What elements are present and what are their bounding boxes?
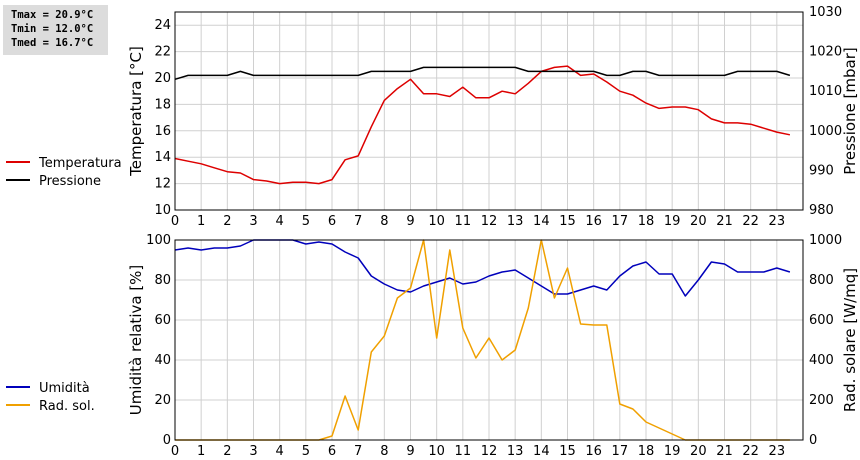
y-tick-label: 60 (154, 313, 171, 328)
x-tick-label: 6 (328, 444, 336, 459)
x-tick-label: 17 (612, 444, 629, 459)
y-axis-title: Umidità relativa [%] (127, 265, 145, 416)
x-tick-label: 11 (455, 444, 472, 459)
x-tick-label: 18 (638, 214, 655, 229)
x-tick-label: 20 (690, 214, 707, 229)
y2-tick-label: 1000 (809, 233, 842, 248)
series-line-temperatura (174, 65, 791, 185)
stat-tmin: Tmin = 12.0°C (11, 23, 94, 35)
y2-tick-label: 0 (809, 433, 817, 448)
y-tick-label: 20 (154, 71, 171, 86)
x-tick-label: 10 (428, 444, 445, 459)
x-tick-label: 16 (585, 444, 602, 459)
y2-tick-label: 990 (809, 163, 834, 178)
y-tick-label: 40 (154, 353, 171, 368)
x-tick-label: 8 (380, 444, 388, 459)
x-tick-label: 23 (769, 214, 786, 229)
x-tick-label: 9 (406, 444, 414, 459)
legend-label: Pressione (39, 174, 101, 189)
x-tick-label: 4 (276, 214, 284, 229)
stat-tmax: Tmax = 20.9°C (11, 9, 94, 21)
y2-axis-title: Pressione [mbar] (841, 47, 859, 175)
y-tick-label: 12 (154, 177, 171, 192)
y-tick-label: 18 (154, 97, 171, 112)
y-tick-label: 22 (154, 45, 171, 60)
x-tick-label: 14 (533, 214, 550, 229)
y2-tick-label: 400 (809, 353, 834, 368)
x-tick-label: 19 (664, 444, 681, 459)
y-tick-label: 100 (146, 233, 171, 248)
x-tick-label: 13 (507, 214, 524, 229)
x-tick-label: 15 (559, 444, 576, 459)
y2-tick-label: 600 (809, 313, 834, 328)
x-tick-label: 23 (769, 444, 786, 459)
legend-label: Temperatura (38, 156, 122, 171)
plot-frame-1 (174, 239, 804, 441)
y2-tick-label: 1020 (809, 45, 842, 60)
y2-tick-label: 200 (809, 393, 834, 408)
x-tick-label: 10 (428, 214, 445, 229)
y-axis-title: Temperatura [°C] (127, 46, 145, 177)
x-tick-label: 2 (223, 214, 231, 229)
x-tick-label: 7 (354, 444, 362, 459)
x-tick-label: 21 (716, 444, 733, 459)
y-tick-label: 16 (154, 124, 171, 139)
x-tick-label: 13 (507, 444, 524, 459)
y-tick-label: 0 (163, 433, 171, 448)
x-tick-label: 3 (249, 214, 257, 229)
x-tick-label: 16 (585, 214, 602, 229)
y-tick-label: 10 (154, 203, 171, 218)
x-tick-label: 14 (533, 444, 550, 459)
y2-tick-label: 800 (809, 273, 834, 288)
x-tick-label: 4 (276, 444, 284, 459)
x-tick-label: 1 (197, 214, 205, 229)
x-tick-label: 9 (406, 214, 414, 229)
x-tick-label: 2 (223, 444, 231, 459)
x-tick-label: 12 (481, 214, 498, 229)
x-tick-label: 21 (716, 214, 733, 229)
x-tick-label: 1 (197, 444, 205, 459)
series-line-pressione (174, 66, 791, 81)
y2-tick-label: 1000 (809, 124, 842, 139)
stats-box: Tmax = 20.9°C Tmin = 12.0°C Tmed = 16.7°… (3, 5, 108, 55)
x-tick-label: 22 (742, 214, 759, 229)
x-tick-label: 8 (380, 214, 388, 229)
x-tick-label: 0 (171, 214, 179, 229)
x-tick-label: 18 (638, 444, 655, 459)
legend-label: Umidità (39, 381, 90, 396)
x-tick-label: 5 (302, 214, 310, 229)
x-tick-label: 5 (302, 444, 310, 459)
x-tick-label: 19 (664, 214, 681, 229)
legend-label: Rad. sol. (39, 399, 95, 414)
x-tick-label: 12 (481, 444, 498, 459)
y2-tick-label: 1010 (809, 84, 842, 99)
x-tick-label: 0 (171, 444, 179, 459)
y2-axis-title: Rad. solare [W/mq] (841, 268, 859, 412)
y2-tick-label: 1030 (809, 5, 842, 20)
x-tick-label: 11 (455, 214, 472, 229)
y-tick-label: 14 (154, 150, 171, 165)
x-tick-label: 3 (249, 444, 257, 459)
x-tick-label: 7 (354, 214, 362, 229)
y-tick-label: 20 (154, 393, 171, 408)
x-tick-label: 6 (328, 214, 336, 229)
stat-tmed: Tmed = 16.7°C (11, 37, 94, 49)
y2-tick-label: 980 (809, 203, 834, 218)
y-tick-label: 80 (154, 273, 171, 288)
x-tick-label: 20 (690, 444, 707, 459)
plot-frame-0 (174, 11, 804, 211)
x-tick-label: 17 (612, 214, 629, 229)
x-tick-label: 22 (742, 444, 759, 459)
y-tick-label: 24 (154, 18, 171, 33)
x-tick-label: 15 (559, 214, 576, 229)
